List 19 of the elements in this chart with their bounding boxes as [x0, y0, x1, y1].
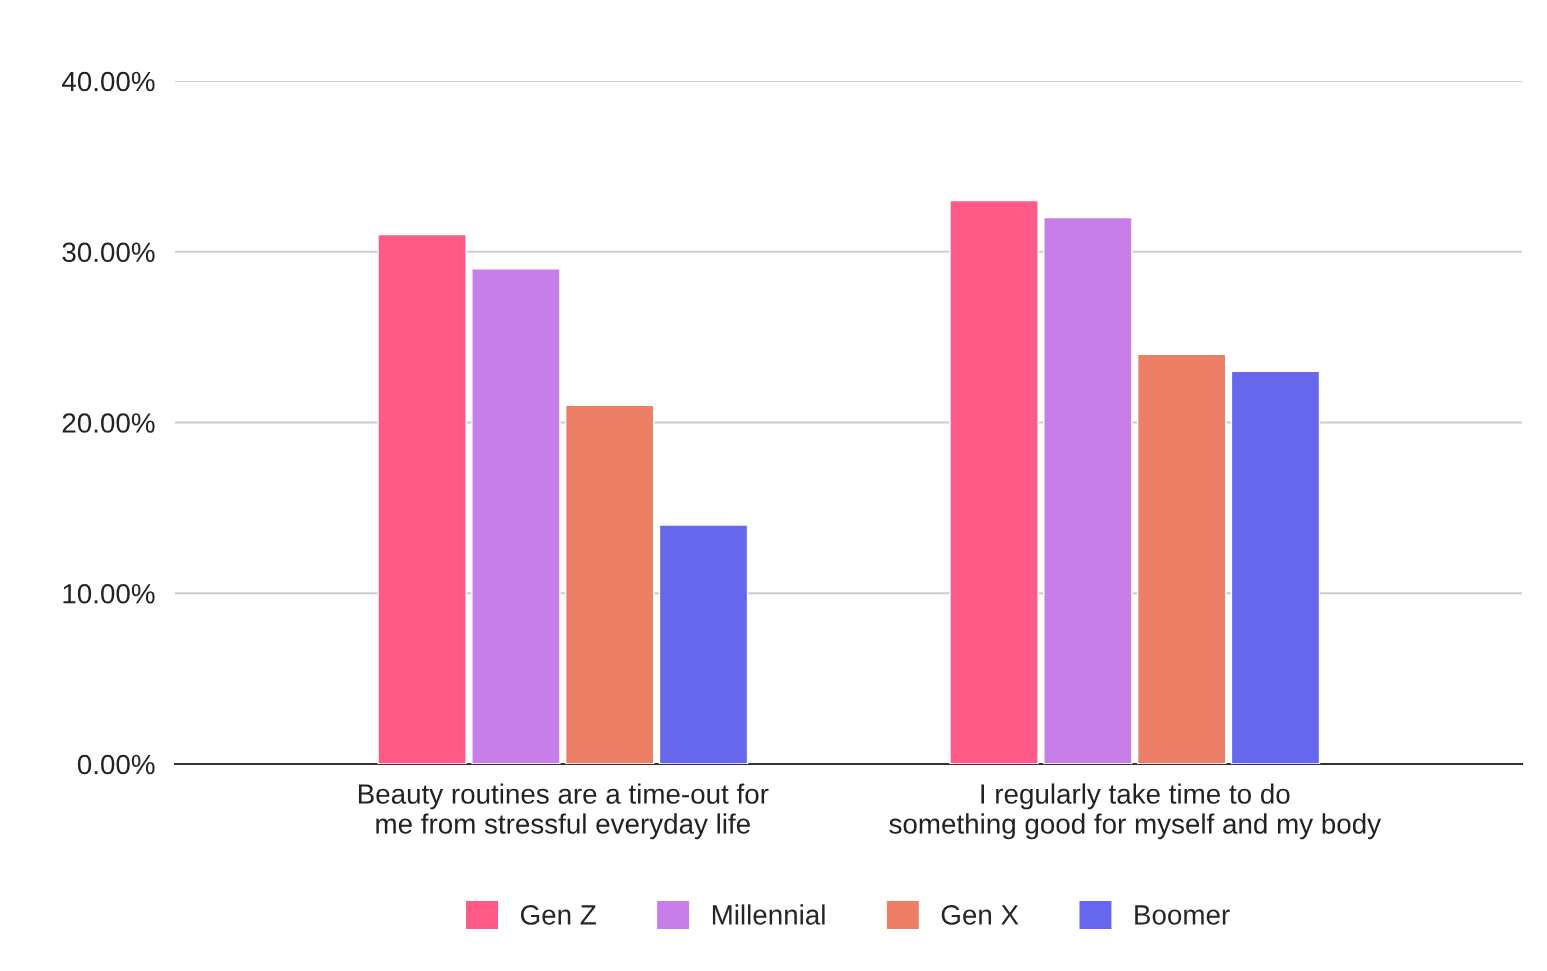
bar	[1043, 216, 1133, 764]
bar	[949, 199, 1039, 764]
y-tick-label: 20.00%	[62, 413, 155, 433]
bar	[1230, 370, 1321, 764]
legend-label: Gen Z	[520, 905, 596, 925]
bar	[564, 404, 655, 764]
bar	[471, 268, 561, 764]
x-tick-label: Beauty routines are a time-out for me from stressful everyday life	[358, 783, 769, 840]
y-tick-label: 30.00%	[62, 242, 155, 263]
bar	[658, 524, 749, 764]
bar	[1136, 353, 1227, 764]
legend-label: Boomer	[1135, 905, 1230, 925]
y-tick-label: 40.00%	[61, 71, 155, 92]
bar	[377, 233, 467, 764]
y-tick-label: 10.00%	[63, 583, 155, 604]
legend-label: Millennial	[712, 904, 825, 925]
y-tick-label: 0.00%	[77, 754, 155, 775]
legend-label: Gen X	[941, 905, 1019, 925]
x-tick-label: I regularly take time to do something good for myself and my body	[889, 783, 1382, 840]
